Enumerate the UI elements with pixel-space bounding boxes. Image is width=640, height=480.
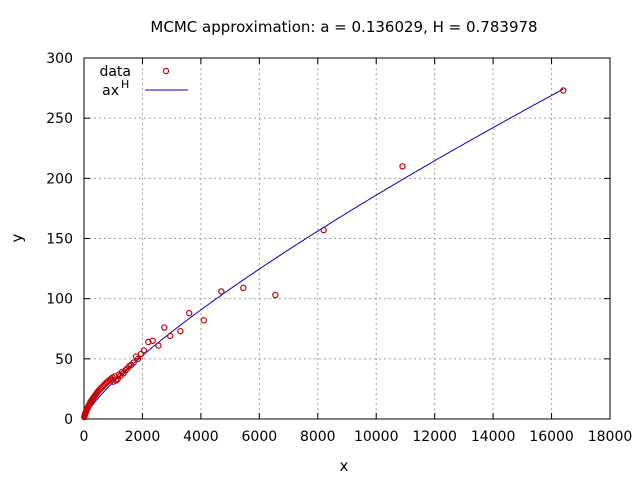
- x-tick-labels: 0 2000 4000 6000 8000 10000 12000 14000 16000 180…: [80, 429, 633, 445]
- x-tick-label: 6000: [242, 429, 278, 445]
- axis-ticks: [83, 57, 611, 420]
- data-point: [218, 288, 225, 295]
- x-tick-label: 8000: [300, 429, 336, 445]
- legend-label-fit: ax: [102, 83, 119, 99]
- data-points-series: [81, 87, 567, 421]
- data-point: [140, 347, 148, 354]
- data-point: [118, 368, 126, 376]
- y-tick-label: 50: [55, 352, 73, 368]
- legend: data ax H: [99, 64, 188, 99]
- data-point: [167, 332, 174, 340]
- data-point: [130, 359, 137, 366]
- data-point: [149, 337, 156, 344]
- data-point: [240, 284, 247, 292]
- x-tick-label: 10000: [354, 429, 399, 445]
- data-point: [320, 226, 327, 234]
- y-tick-label: 300: [46, 51, 73, 67]
- data-point: [155, 342, 162, 349]
- x-tick-label: 14000: [471, 429, 516, 445]
- x-axis-label: x: [340, 457, 349, 475]
- chart-title: MCMC approximation: a = 0.136029, H = 0.…: [150, 18, 537, 36]
- data-point: [122, 367, 129, 374]
- grid: [84, 58, 610, 419]
- y-tick-labels: 0 50 100 150 200 250 300: [46, 51, 73, 428]
- data-point: [161, 324, 168, 331]
- data-point: [200, 317, 208, 324]
- x-tick-label: 16000: [529, 429, 574, 445]
- x-tick-label: 12000: [412, 429, 457, 445]
- data-point: [185, 309, 193, 317]
- y-tick-label: 100: [46, 292, 73, 308]
- fit-curve: [83, 88, 564, 420]
- x-tick-label: 18000: [588, 429, 633, 445]
- y-tick-label: 150: [46, 232, 73, 248]
- data-point: [134, 355, 142, 363]
- data-point: [112, 377, 120, 384]
- y-tick-label: 200: [46, 171, 73, 187]
- data-point: [560, 87, 567, 94]
- x-tick-label: 0: [80, 429, 89, 445]
- data-point: [177, 327, 184, 335]
- x-tick-label: 4000: [183, 429, 219, 445]
- data-point: [272, 291, 279, 299]
- data-point: [399, 163, 406, 170]
- fit-curve-series: [83, 88, 564, 420]
- legend-label-fit-exponent: H: [121, 78, 129, 91]
- plot-frame: [83, 57, 611, 420]
- legend-marker-data: [162, 67, 170, 75]
- legend-label-data: data: [99, 64, 131, 80]
- y-axis-label: y: [8, 233, 26, 242]
- x-tick-label: 2000: [125, 429, 161, 445]
- y-tick-label: 250: [46, 111, 73, 127]
- y-tick-label: 0: [64, 412, 73, 428]
